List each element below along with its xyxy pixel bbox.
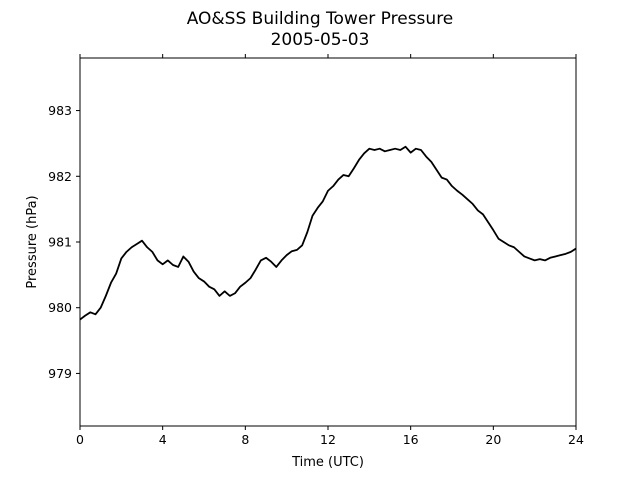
x-tick-label: 16 — [403, 432, 419, 447]
chart-title: AO&SS Building Tower Pressure — [187, 9, 454, 29]
x-tick-label: 4 — [159, 432, 167, 447]
y-tick-label: 982 — [48, 169, 72, 184]
y-tick-label: 979 — [48, 366, 72, 381]
y-tick-label: 980 — [48, 300, 72, 315]
y-axis-ticks: 979 980 981 982 983 — [48, 103, 80, 381]
x-tick-label: 12 — [320, 432, 336, 447]
pressure-series-line — [79, 145, 577, 321]
plot-frame — [79, 57, 577, 427]
x-tick-label: 0 — [76, 432, 84, 447]
chart-subtitle: 2005-05-03 — [271, 30, 370, 50]
y-tick-label: 981 — [48, 235, 72, 250]
y-axis-label: Pressure (hPa) — [25, 195, 40, 288]
y-tick-label: 983 — [48, 103, 72, 118]
x-axis-ticks: 0 4 8 12 16 20 24 — [76, 54, 584, 447]
x-tick-label: 20 — [485, 432, 501, 447]
x-tick-label: 24 — [568, 432, 584, 447]
x-tick-label: 8 — [241, 432, 249, 447]
x-axis-label: Time (UTC) — [291, 455, 364, 470]
